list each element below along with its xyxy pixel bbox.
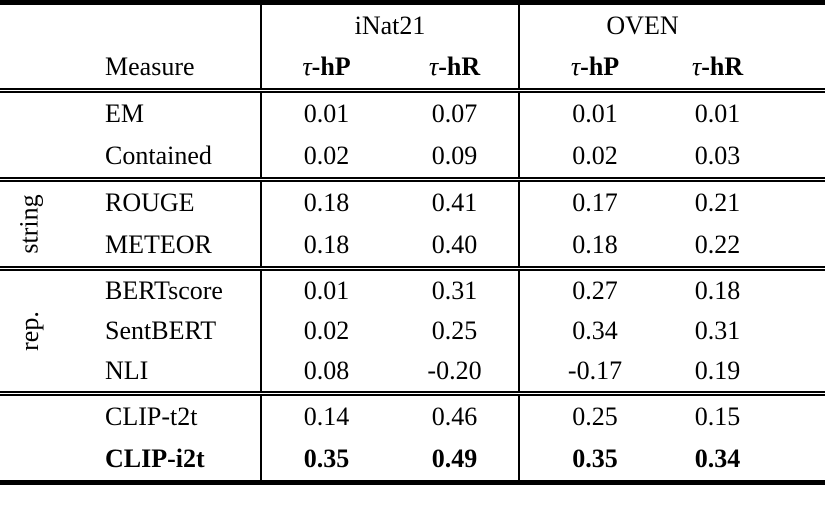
value-cell: 0.40 (391, 224, 520, 266)
table-header-measures: Measure τ -hP τ -hR τ -hP τ -hR (0, 46, 825, 88)
column-group-inat21: iNat21 (262, 5, 520, 46)
measure-cell: BERTscore (60, 271, 262, 311)
value-cell: 0.18 (572, 230, 618, 259)
section-string: string ROUGE 0.18 0.41 0.17 0.21 METEOR … (0, 182, 825, 266)
value-cell: 0.01 (694, 99, 741, 128)
subheader-inat21-hp: τ -hP (262, 46, 391, 88)
group-label-empty (0, 93, 60, 177)
tau-symbol: τ (428, 52, 439, 81)
tau-symbol: τ (570, 52, 581, 81)
value-cell: 0.18 (694, 276, 741, 305)
metric-label: -hP (311, 52, 351, 81)
value-cell: 0.17 (572, 188, 618, 217)
value-cell: 0.02 (303, 316, 350, 345)
value-cell: 0.49 (391, 438, 520, 480)
value-cell: 0.02 (303, 141, 350, 170)
group-label-rep: rep. (0, 271, 60, 391)
value-cell: 0.02 (572, 141, 618, 170)
measure-cell: Contained (60, 135, 262, 177)
header-empty-cell (0, 46, 60, 88)
top-rule (0, 0, 825, 5)
value-cell: 0.18 (303, 188, 350, 217)
section-rep: rep. BERTscore 0.01 0.31 0.27 0.18 SentB… (0, 271, 825, 391)
value-cell: 0.21 (694, 188, 741, 217)
header-empty-cell (0, 5, 262, 46)
measure-cell: CLIP-i2t (60, 438, 262, 480)
group-label-text: rep. (14, 311, 44, 351)
tau-symbol: τ (302, 52, 312, 81)
value-cell: 0.35 (303, 444, 350, 473)
table-header-groups: iNat21 OVEN (0, 5, 825, 46)
results-table: iNat21 OVEN Measure τ -hP τ -hR τ -hP τ -hR … (0, 0, 825, 485)
value-cell: 0.19 (694, 356, 741, 385)
group-label-text: string (14, 194, 44, 254)
value-cell: 0.09 (391, 135, 520, 177)
measure-cell: ROUGE (60, 182, 262, 224)
value-cell: 0.08 (303, 356, 350, 385)
value-cell: 0.35 (572, 444, 618, 473)
metric-label: -hR (701, 52, 744, 81)
value-cell: 0.25 (572, 402, 618, 431)
bottom-rule (0, 480, 825, 485)
section-divider (0, 266, 825, 271)
subheader-oven-hr: τ -hR (670, 46, 825, 88)
metric-label: -hR (438, 52, 481, 81)
group-label-empty (0, 396, 60, 480)
column-group-oven: OVEN (606, 10, 679, 40)
value-cell: 0.34 (572, 316, 618, 345)
group-label-string: string (0, 182, 60, 266)
metric-label: -hP (580, 52, 620, 81)
subheader-inat21-hr: τ -hR (391, 46, 520, 88)
section-divider (0, 177, 825, 182)
measure-header: Measure (60, 46, 262, 88)
value-cell: 0.31 (694, 316, 741, 345)
tau-symbol: τ (691, 52, 702, 81)
value-cell: 0.14 (303, 402, 350, 431)
section-divider (0, 88, 825, 93)
value-cell: 0.03 (694, 141, 741, 170)
measure-cell: NLI (60, 351, 262, 391)
measure-cell: SentBERT (60, 311, 262, 351)
value-cell: 0.22 (694, 230, 741, 259)
value-cell: -0.20 (391, 351, 520, 391)
value-cell: 0.01 (303, 99, 350, 128)
measure-cell: METEOR (60, 224, 262, 266)
value-cell: 0.18 (303, 230, 350, 259)
value-cell: 0.01 (303, 276, 350, 305)
value-cell: 0.46 (391, 396, 520, 438)
value-cell: 0.25 (391, 311, 520, 351)
value-cell: -0.17 (567, 356, 623, 385)
value-cell: 0.07 (391, 93, 520, 135)
measure-cell: EM (60, 93, 262, 135)
section-clip: CLIP-t2t 0.14 0.46 0.25 0.15 CLIP-i2t 0.… (0, 396, 825, 480)
section-divider (0, 391, 825, 396)
value-cell: 0.34 (694, 444, 741, 473)
subheader-oven-hp: τ -hP (520, 46, 670, 88)
value-cell: 0.31 (391, 271, 520, 311)
value-cell: 0.15 (694, 402, 741, 431)
value-cell: 0.27 (572, 276, 618, 305)
value-cell: 0.01 (572, 99, 618, 128)
measure-cell: CLIP-t2t (60, 396, 262, 438)
section-exact-match: EM 0.01 0.07 0.01 0.01 Contained 0.02 0.… (0, 93, 825, 177)
value-cell: 0.41 (391, 182, 520, 224)
